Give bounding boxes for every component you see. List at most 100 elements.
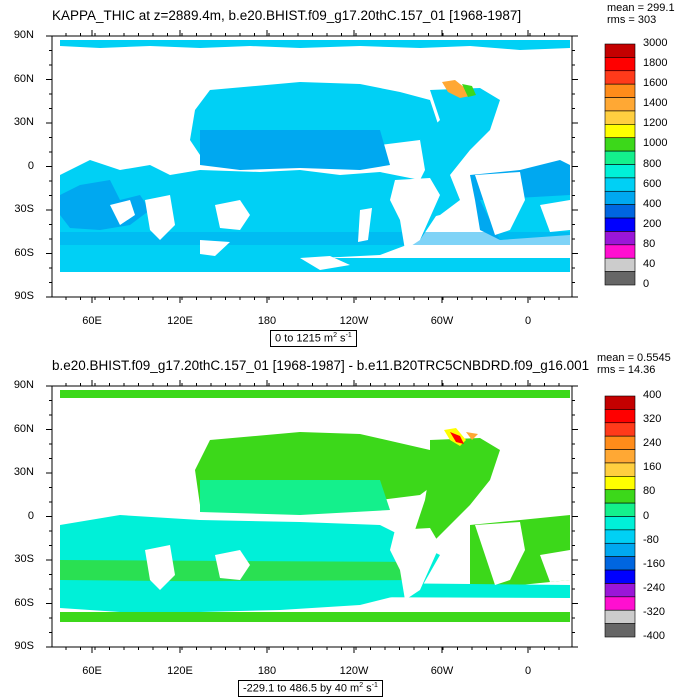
colorbar-swatch	[604, 462, 636, 477]
panel2-title: b.e20.BHIST.f09_g17.20thC.157_01 [1968-1…	[52, 358, 592, 373]
p1-lon-label: 60E	[82, 315, 102, 327]
panel1-hotspot	[442, 80, 476, 98]
panel2-land	[60, 400, 570, 600]
p1-lat-label: 60S	[14, 246, 34, 259]
colorbar-label: 1600	[643, 77, 668, 90]
colorbar-label: 600	[643, 177, 662, 190]
p1-lon-label: 60W	[430, 315, 454, 327]
colorbar-swatch	[604, 204, 636, 219]
colorbar-swatch	[604, 623, 636, 638]
p1-lon-label: 180	[257, 315, 277, 327]
colorbar-label: -400	[643, 630, 666, 642]
panel2-map	[46, 380, 578, 653]
panel1-colorbar	[604, 43, 636, 286]
panel2-colorbar	[604, 395, 636, 638]
colorbar-label: 80	[643, 237, 656, 250]
colorbar-swatch	[604, 542, 636, 557]
colorbar-swatch	[604, 83, 636, 98]
colorbar-label: 240	[643, 437, 662, 450]
p1-lat-label: 30N	[13, 116, 34, 128]
p1-lat-label: 30S	[14, 203, 34, 215]
colorbar-label: 0	[643, 509, 650, 522]
panel2-range-units-exp: 2	[359, 682, 364, 689]
panel2-hotspot	[444, 428, 478, 446]
p2-lon-label: 120W	[339, 665, 369, 677]
panel1-range-units-tail: s	[337, 332, 346, 345]
panel2-mean: mean = 0.5545	[597, 352, 671, 364]
colorbar-swatch	[604, 435, 636, 450]
colorbar-label: 40	[643, 257, 656, 270]
colorbar-swatch	[604, 244, 636, 259]
p2-lat-label: 30S	[14, 553, 34, 565]
colorbar-swatch	[604, 569, 636, 584]
colorbar-swatch	[604, 137, 636, 152]
p2-lat-label: 60S	[14, 596, 34, 609]
colorbar-label: 800	[643, 157, 662, 170]
p2-lon-label: 120E	[167, 665, 193, 677]
p1-lon-label: 120E	[167, 315, 193, 327]
colorbar-label: -160	[643, 557, 666, 570]
p1-lat-label: 90S	[14, 290, 34, 302]
colorbar-label: 400	[643, 197, 662, 210]
colorbar-label: 80	[643, 485, 656, 498]
colorbar-swatch	[604, 124, 636, 139]
colorbar-swatch	[604, 422, 636, 437]
colorbar-swatch	[604, 583, 636, 598]
colorbar-label: -240	[643, 581, 666, 594]
panel1-range-units-exp: 2	[333, 332, 337, 339]
colorbar-swatch	[604, 217, 636, 232]
panel1-range-units-exp2: -1	[345, 332, 352, 339]
p1-lat-label: 90N	[13, 29, 34, 41]
colorbar-label: 320	[643, 413, 662, 426]
panel2-rms: rms = 14.36	[597, 364, 656, 376]
colorbar-swatch	[604, 476, 636, 491]
p1-lon-label: 120W	[339, 315, 369, 327]
colorbar-label: 1400	[643, 97, 668, 110]
colorbar-swatch	[604, 70, 636, 85]
colorbar-label: -320	[643, 605, 666, 618]
colorbar-swatch	[604, 409, 636, 424]
p2-lat-label: 90N	[13, 379, 34, 391]
panel1-rms: rms = 303	[607, 14, 657, 26]
colorbar-label: 400	[643, 389, 662, 401]
colorbar-swatch	[604, 449, 636, 464]
p2-lat-label: 60N	[13, 422, 34, 435]
colorbar-swatch	[604, 57, 636, 72]
colorbar-label: 3000	[643, 37, 668, 49]
colorbar-swatch	[604, 231, 636, 246]
colorbar-label: 200	[643, 217, 662, 230]
panel1-title: KAPPA_THIC at z=2889.4m, b.e20.BHIST.f09…	[52, 8, 522, 23]
panel1-mean: mean = 299.1	[607, 2, 675, 14]
colorbar-swatch	[604, 257, 636, 272]
colorbar-swatch	[604, 596, 636, 611]
colorbar-swatch	[604, 150, 636, 165]
panel2-ticks	[46, 380, 578, 653]
colorbar-swatch	[604, 177, 636, 192]
p2-lon-label: 60W	[430, 665, 454, 677]
panel1-land	[60, 50, 570, 270]
colorbar-swatch	[604, 516, 636, 531]
colorbar-swatch	[604, 395, 636, 410]
colorbar-label: 0	[643, 278, 650, 290]
panel1-map	[46, 30, 578, 303]
colorbar-label: -80	[643, 533, 659, 546]
colorbar-swatch	[604, 271, 636, 286]
panel1-ticks	[46, 30, 578, 303]
p2-lon-label: 180	[257, 665, 277, 677]
p2-lat-label: 90S	[14, 640, 34, 652]
panel2-range-box: -229.1 to 486.5 by 40 m2 s-1	[238, 680, 383, 697]
colorbar-swatch	[604, 502, 636, 517]
colorbar-swatch	[604, 43, 636, 58]
colorbar-label: 1000	[643, 137, 668, 150]
p2-lon-label: 0	[524, 665, 532, 677]
colorbar-swatch	[604, 556, 636, 571]
p2-lat-label: 0	[27, 509, 34, 522]
colorbar-swatch	[604, 489, 636, 504]
p2-lon-label: 60E	[82, 665, 102, 677]
p1-lat-label: 0	[27, 159, 34, 172]
panel1-range-text: 0 to 1215 m	[275, 332, 334, 345]
colorbar-swatch	[604, 164, 636, 179]
colorbar-swatch	[604, 529, 636, 544]
panel1-range-box: 0 to 1215 m2 s-1	[270, 330, 357, 347]
